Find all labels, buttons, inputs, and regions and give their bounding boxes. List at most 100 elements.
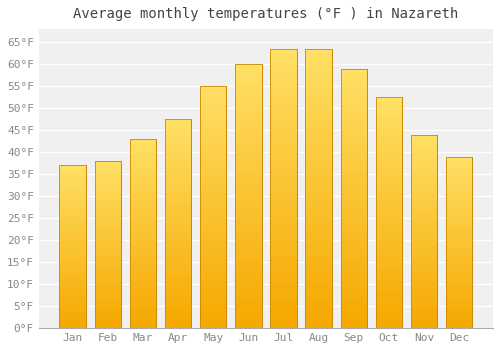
- Bar: [376, 296, 402, 301]
- Bar: [411, 228, 438, 231]
- Bar: [94, 161, 121, 328]
- Bar: [446, 188, 472, 191]
- Bar: [446, 311, 472, 314]
- Bar: [340, 235, 367, 240]
- Bar: [376, 116, 402, 120]
- Bar: [60, 178, 86, 182]
- Bar: [306, 99, 332, 105]
- Bar: [235, 228, 262, 233]
- Bar: [130, 218, 156, 222]
- Bar: [235, 217, 262, 223]
- Bar: [60, 322, 86, 325]
- Bar: [94, 161, 121, 328]
- Bar: [411, 282, 438, 286]
- Bar: [200, 164, 226, 168]
- Bar: [200, 207, 226, 212]
- Bar: [94, 241, 121, 245]
- Bar: [411, 266, 438, 270]
- Bar: [235, 312, 262, 318]
- Bar: [235, 144, 262, 149]
- Bar: [270, 211, 296, 216]
- Bar: [130, 177, 156, 181]
- Bar: [411, 173, 438, 177]
- Bar: [200, 125, 226, 130]
- Bar: [376, 185, 402, 190]
- Bar: [130, 279, 156, 283]
- Bar: [446, 318, 472, 321]
- Bar: [94, 288, 121, 292]
- Bar: [235, 170, 262, 175]
- Bar: [60, 217, 86, 221]
- Bar: [306, 312, 332, 317]
- Bar: [94, 174, 121, 178]
- Bar: [376, 157, 402, 162]
- Bar: [270, 88, 296, 93]
- Bar: [376, 240, 402, 245]
- Bar: [270, 189, 296, 194]
- Bar: [446, 198, 472, 201]
- Bar: [200, 135, 226, 139]
- Bar: [446, 225, 472, 229]
- Bar: [376, 190, 402, 194]
- Bar: [411, 262, 438, 266]
- Bar: [376, 305, 402, 310]
- Bar: [411, 154, 438, 158]
- Bar: [306, 211, 332, 216]
- Bar: [60, 234, 86, 237]
- Bar: [94, 184, 121, 188]
- Bar: [235, 265, 262, 270]
- Bar: [376, 250, 402, 254]
- Bar: [306, 49, 332, 328]
- Bar: [60, 208, 86, 211]
- Bar: [235, 101, 262, 106]
- Bar: [446, 280, 472, 284]
- Bar: [340, 292, 367, 297]
- Bar: [340, 276, 367, 281]
- Bar: [270, 278, 296, 284]
- Bar: [411, 150, 438, 154]
- Bar: [130, 268, 156, 272]
- Bar: [165, 119, 191, 124]
- Bar: [235, 180, 262, 186]
- Bar: [306, 205, 332, 211]
- Bar: [130, 150, 156, 154]
- Bar: [200, 294, 226, 299]
- Bar: [60, 231, 86, 234]
- Bar: [235, 85, 262, 91]
- Bar: [446, 277, 472, 280]
- Bar: [200, 285, 226, 289]
- Bar: [340, 250, 367, 256]
- Bar: [446, 170, 472, 174]
- Bar: [200, 256, 226, 260]
- Bar: [270, 306, 296, 312]
- Bar: [411, 278, 438, 282]
- Bar: [340, 69, 367, 328]
- Bar: [306, 289, 332, 295]
- Bar: [340, 94, 367, 100]
- Bar: [165, 307, 191, 312]
- Bar: [60, 201, 86, 204]
- Bar: [200, 212, 226, 217]
- Bar: [306, 77, 332, 82]
- Bar: [94, 275, 121, 278]
- Bar: [411, 247, 438, 251]
- Bar: [235, 75, 262, 80]
- Bar: [376, 324, 402, 328]
- Bar: [446, 160, 472, 163]
- Bar: [411, 239, 438, 243]
- Bar: [270, 267, 296, 272]
- Bar: [200, 318, 226, 323]
- Bar: [270, 161, 296, 166]
- Bar: [446, 308, 472, 311]
- Bar: [200, 251, 226, 256]
- Bar: [235, 175, 262, 180]
- Bar: [235, 244, 262, 249]
- Bar: [165, 182, 191, 186]
- Bar: [60, 266, 86, 270]
- Bar: [306, 200, 332, 205]
- Bar: [340, 193, 367, 198]
- Bar: [270, 323, 296, 328]
- Bar: [165, 132, 191, 136]
- Bar: [235, 112, 262, 117]
- Bar: [306, 105, 332, 110]
